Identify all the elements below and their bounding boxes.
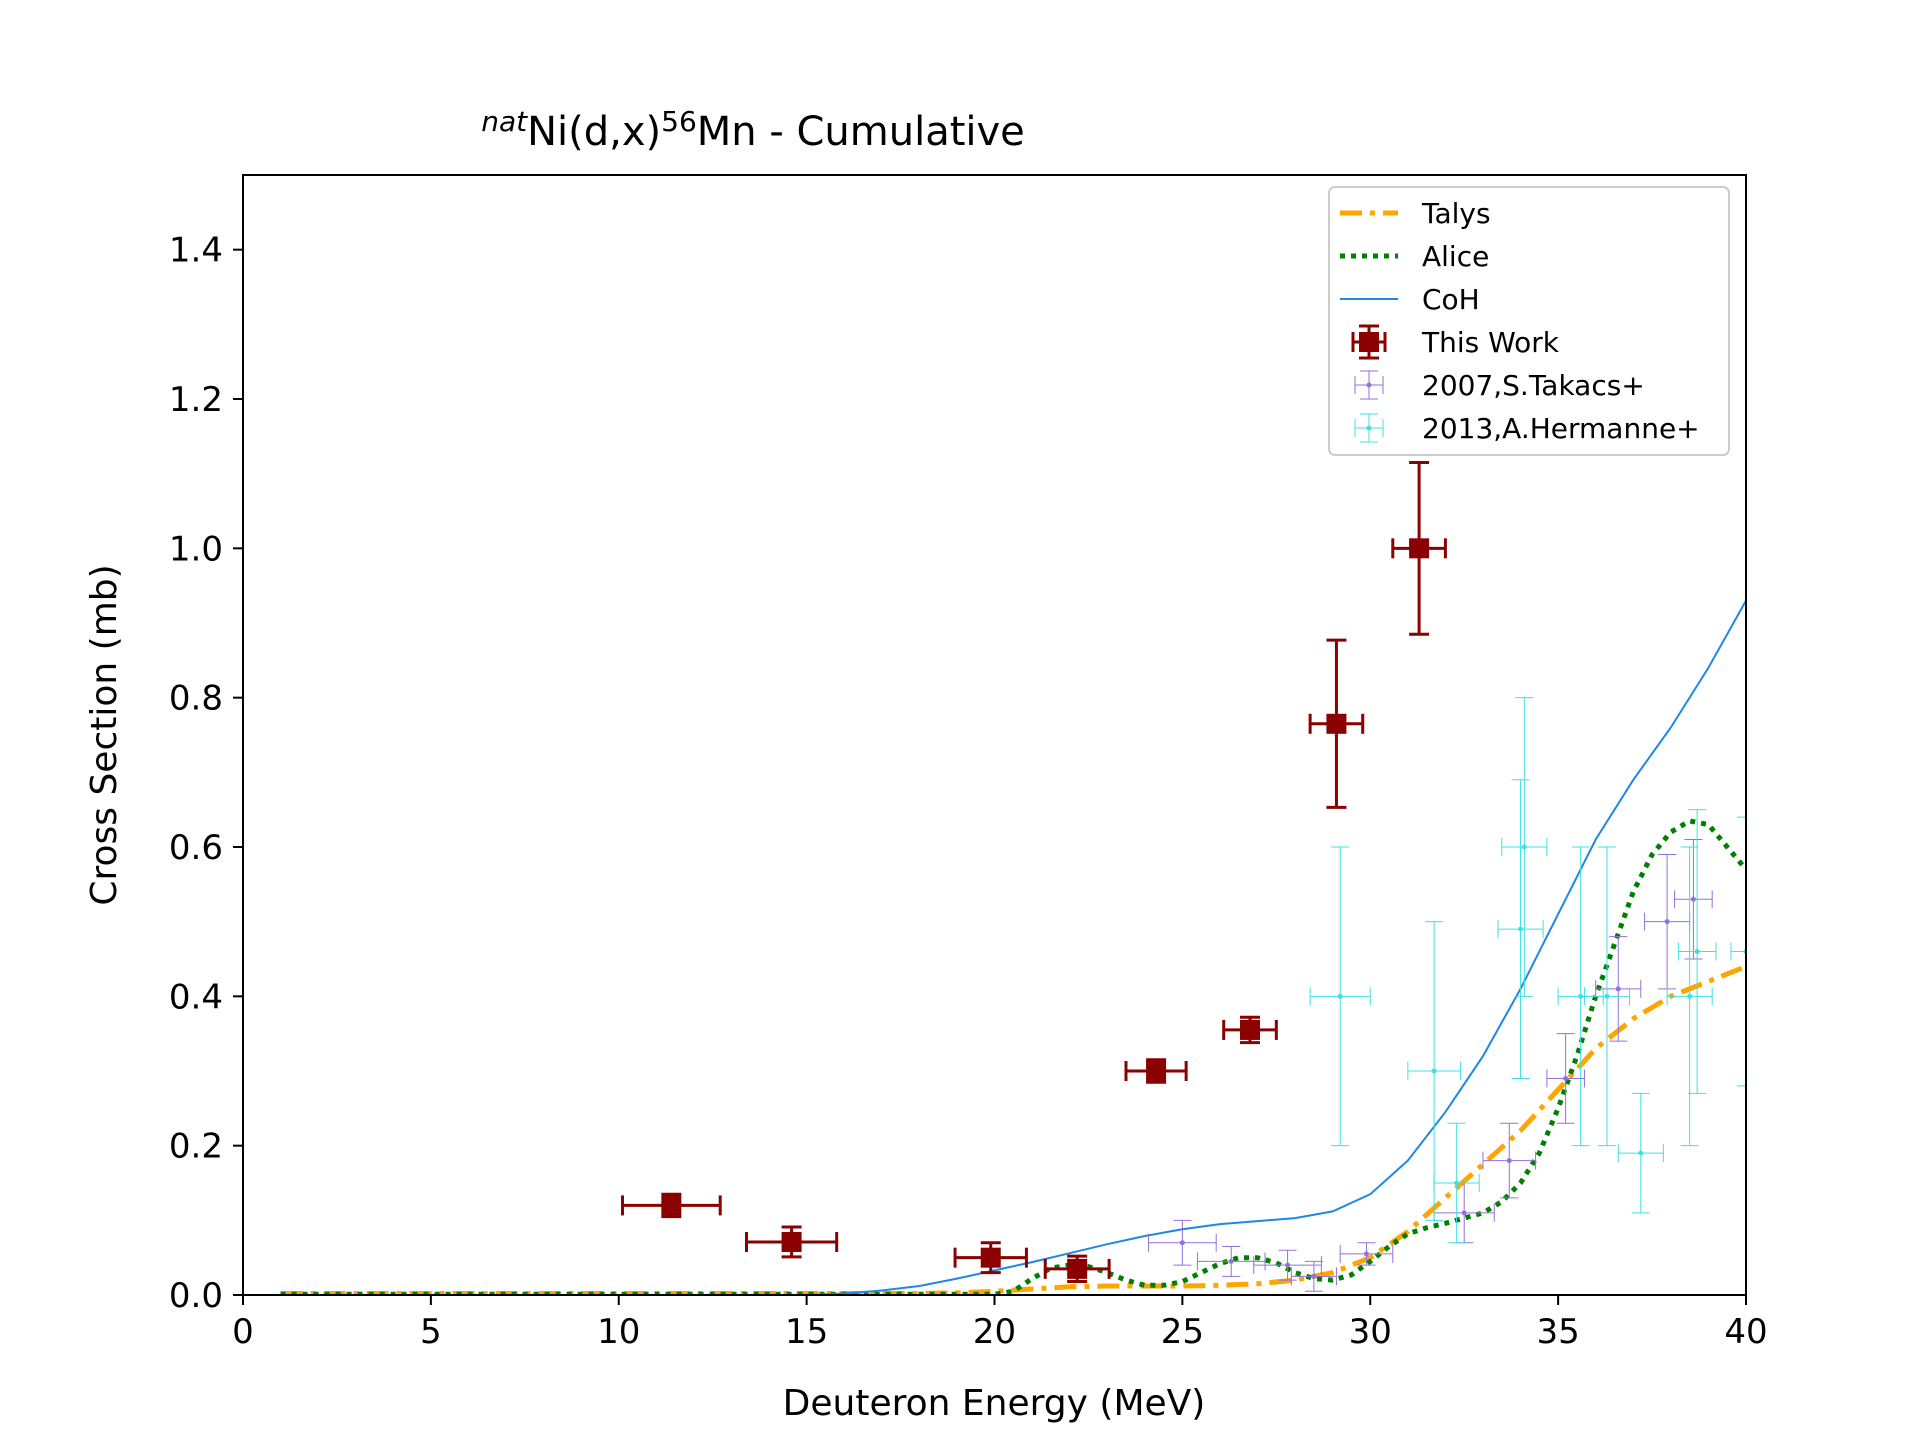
data-point-2007-s-takacs- (1339, 1242, 1394, 1266)
x-tick-label: 5 (420, 1312, 442, 1352)
legend-label: Talys (1421, 197, 1491, 230)
x-axis-label: Deuteron Energy (MeV) (783, 1383, 1206, 1424)
points-layer (621, 460, 1746, 1292)
y-tick-label: 1.2 (169, 380, 223, 420)
y-tick-label: 1.4 (169, 231, 223, 271)
y-tick-label: 0.6 (169, 828, 223, 868)
curve-alice (280, 818, 1746, 1295)
x-tick-label: 0 (232, 1312, 254, 1352)
data-point-2013-a-hermanne- (1407, 921, 1461, 1221)
title-mid-sup: 56 (661, 105, 697, 138)
y-axis-label: Cross Section (mb) (84, 564, 125, 905)
legend-label: 2007,S.Takacs+ (1422, 369, 1645, 402)
legend-item: Alice (1340, 240, 1489, 273)
x-axis: 0 5 10 15 20 25 30 35 40 (232, 1295, 1768, 1352)
data-point-this-work (1391, 460, 1447, 636)
x-tick-label: 25 (1161, 1312, 1204, 1352)
legend-label: Alice (1422, 240, 1489, 273)
legend: Talys Alice CoH This Work 2007,S.Takacs+ 2013… (1328, 186, 1730, 456)
data-point-this-work (1222, 1015, 1278, 1045)
title-main2: Mn - Cumulative (697, 109, 1025, 155)
y-tick-label: 0.4 (169, 977, 223, 1017)
data-point-2007-s-takacs- (1482, 1122, 1537, 1199)
data-point-this-work (1308, 638, 1365, 809)
title-main1: Ni(d,x) (527, 109, 661, 155)
data-point-this-work (621, 1192, 722, 1219)
legend-label: CoH (1422, 283, 1480, 316)
data-point-2013-a-hermanne- (1617, 1092, 1664, 1214)
data-point-2007-s-takacs- (1546, 1033, 1585, 1124)
curve-talys (280, 964, 1746, 1295)
x-tick-label: 15 (785, 1312, 828, 1352)
data-point-2013-a-hermanne- (1666, 846, 1713, 1147)
x-tick-label: 35 (1536, 1312, 1579, 1352)
data-point-2007-s-takacs- (1433, 1182, 1495, 1244)
data-point-this-work (953, 1241, 1028, 1275)
legend-label: 2013,A.Hermanne+ (1422, 412, 1700, 445)
legend-item: Talys (1340, 197, 1491, 230)
data-point-2007-s-takacs- (1644, 853, 1691, 990)
curve-coh (280, 600, 1746, 1295)
legend-item: This Work (1351, 324, 1560, 360)
data-point-2007-s-takacs- (1148, 1219, 1217, 1266)
x-tick-label: 10 (597, 1312, 640, 1352)
legend-item: 2013,A.Hermanne+ (1354, 412, 1700, 445)
data-point-2013-a-hermanne- (1497, 779, 1544, 1079)
data-point-2013-a-hermanne- (1677, 809, 1717, 1094)
legend-item: CoH (1340, 283, 1480, 316)
curves-layer (280, 600, 1746, 1295)
data-point-2007-s-takacs- (1595, 936, 1642, 1042)
data-point-2007-s-takacs- (1290, 1260, 1337, 1292)
title-prefix-sup: nat (481, 105, 528, 138)
data-point-2013-a-hermanne- (1309, 846, 1371, 1147)
y-tick-label: 0.8 (169, 679, 223, 719)
data-point-this-work (745, 1225, 839, 1259)
legend-label: This Work (1421, 326, 1560, 359)
data-point-2013-a-hermanne- (1501, 697, 1548, 997)
data-point-2007-s-takacs- (1253, 1249, 1322, 1281)
y-tick-label: 1.0 (169, 529, 223, 569)
x-tick-label: 30 (1349, 1312, 1392, 1352)
legend-frame (1328, 186, 1730, 456)
data-point-this-work (1124, 1058, 1188, 1084)
data-point-2013-a-hermanne- (1433, 1122, 1480, 1244)
y-tick-label: 0.0 (169, 1276, 223, 1316)
y-axis: 0.0 0.2 0.4 0.6 0.8 1.0 1.2 1.4 (169, 231, 243, 1316)
data-point-this-work (1043, 1254, 1111, 1284)
x-tick-label: 20 (973, 1312, 1016, 1352)
data-point-2007-s-takacs- (1674, 839, 1713, 960)
data-point-2013-a-hermanne- (1583, 846, 1631, 1147)
x-tick-label: 40 (1724, 1312, 1767, 1352)
y-tick-label: 0.2 (169, 1127, 223, 1167)
legend-item: 2007,S.Takacs+ (1354, 369, 1645, 402)
chart-title: natNi(d,x)56Mn - Cumulative (481, 105, 1025, 155)
